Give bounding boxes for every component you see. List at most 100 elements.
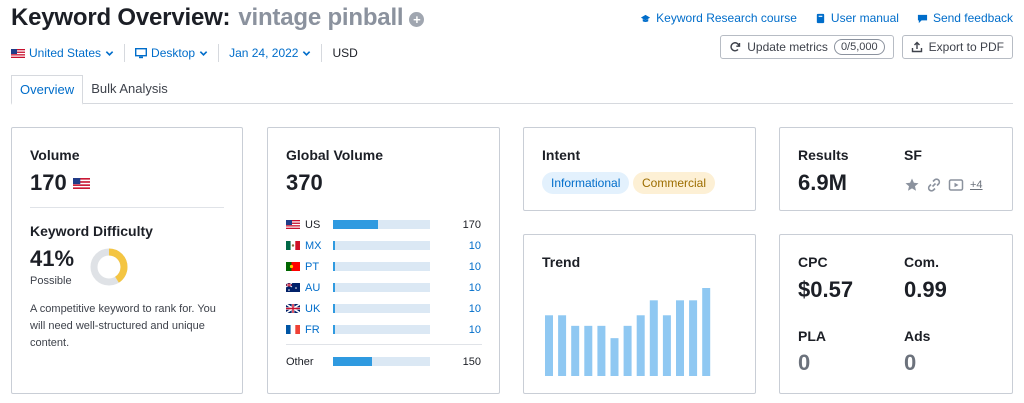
results-value: 6.9M xyxy=(798,170,847,195)
table-row[interactable]: UK 10 xyxy=(286,298,482,319)
ads-label: Ads xyxy=(904,328,931,344)
export-icon xyxy=(911,41,922,53)
keyword-research-course-link[interactable]: Keyword Research course xyxy=(640,11,797,25)
export-pdf-label: Export to PDF xyxy=(928,40,1004,54)
table-row[interactable]: PT 10 xyxy=(286,256,482,277)
volume-bar-fill xyxy=(333,357,372,366)
update-count-badge: 0/5,000 xyxy=(833,39,885,55)
fr-flag-icon xyxy=(286,325,300,334)
title-keyword: vintage pinball xyxy=(238,4,404,31)
update-metrics-button[interactable]: Update metrics 0/5,000 xyxy=(720,35,894,59)
country-code: US xyxy=(305,218,321,231)
table-row[interactable]: US 170 xyxy=(286,214,482,235)
trend-bar xyxy=(584,325,593,376)
action-buttons: Update metrics 0/5,000 Export to PDF xyxy=(720,35,1013,59)
country-volume: 10 xyxy=(468,281,481,294)
us-flag-icon xyxy=(286,220,300,229)
currency-label: USD xyxy=(332,46,358,60)
user-manual-link[interactable]: User manual xyxy=(815,11,899,25)
table-row[interactable]: FR 10 xyxy=(286,319,482,340)
volume-bar-fill xyxy=(333,241,335,250)
date-select[interactable]: Jan 24, 2022 xyxy=(229,44,323,62)
volume-label: Volume xyxy=(30,147,80,163)
link-icon[interactable] xyxy=(926,177,942,193)
trend-bar xyxy=(636,315,645,376)
trend-bar xyxy=(597,325,606,376)
other-volume: 150 xyxy=(462,355,481,368)
pla-label: PLA xyxy=(798,328,826,344)
divider xyxy=(30,207,224,208)
country-volume: 10 xyxy=(468,302,481,315)
country-volume: 10 xyxy=(468,260,481,273)
keyword-difficulty-description: A competitive keyword to rank for. You w… xyxy=(30,303,216,349)
trend-bar xyxy=(571,325,580,376)
pla-value: 0 xyxy=(798,350,811,375)
au-flag-icon xyxy=(286,283,300,292)
competition-label: Com. xyxy=(904,254,939,270)
trend-label: Trend xyxy=(542,254,581,270)
top-links: Keyword Research course User manual Send… xyxy=(640,11,1013,25)
star-icon[interactable] xyxy=(904,177,920,193)
keyword-research-course-label: Keyword Research course xyxy=(656,11,797,25)
volume-bar xyxy=(333,241,430,250)
serp-features: +4 xyxy=(904,177,983,193)
country-label: United States xyxy=(29,46,102,60)
export-pdf-button[interactable]: Export to PDF xyxy=(901,35,1013,59)
user-manual-label: User manual xyxy=(830,11,899,25)
cpc-value: $0.57 xyxy=(798,277,854,302)
volume-bar xyxy=(333,325,430,334)
trend-bar xyxy=(676,300,684,376)
table-row[interactable]: MX 10 xyxy=(286,235,482,256)
volume-bar xyxy=(333,220,430,229)
update-metrics-label: Update metrics xyxy=(747,40,828,54)
tab-bulk-analysis[interactable]: Bulk Analysis xyxy=(91,81,168,96)
cpc-card: CPC $0.57 Com. 0.99 PLA 0 Ads 0 xyxy=(779,234,1013,394)
difficulty-ring-icon xyxy=(90,248,128,286)
trend-bar xyxy=(545,315,553,376)
volume-value-row: 170 xyxy=(30,170,90,196)
trend-bar xyxy=(649,300,658,376)
trend-bar xyxy=(558,315,567,376)
global-volume-card: Global Volume 370 US 170 MX 10 PT 10 AU … xyxy=(267,127,500,394)
mx-flag-icon xyxy=(286,241,300,250)
cpc-label: CPC xyxy=(798,254,828,270)
graduation-cap-icon xyxy=(641,14,651,22)
country-select[interactable]: United States xyxy=(11,44,126,62)
volume-value: 170 xyxy=(30,170,67,195)
sf-more-link[interactable]: +4 xyxy=(970,179,983,191)
desktop-icon xyxy=(135,47,148,58)
volume-card: Volume 170 Keyword Difficulty 41% Possib… xyxy=(11,127,243,394)
country-code: FR xyxy=(305,323,320,336)
send-feedback-label: Send feedback xyxy=(932,11,1013,25)
plus-circle-icon[interactable]: + xyxy=(409,12,425,27)
volume-bar-fill xyxy=(333,262,335,271)
device-select[interactable]: Desktop xyxy=(135,44,220,62)
video-icon[interactable] xyxy=(948,177,964,193)
chevron-down-icon xyxy=(303,50,311,56)
country-code: PT xyxy=(305,260,320,273)
uk-flag-icon xyxy=(286,304,300,313)
trend-bar xyxy=(689,300,698,376)
trend-bar xyxy=(662,315,671,376)
tab-overview[interactable]: Overview xyxy=(11,75,84,105)
volume-bar xyxy=(333,304,430,313)
trend-bar xyxy=(610,338,619,376)
global-volume-label: Global Volume xyxy=(286,147,383,163)
intent-label: Intent xyxy=(542,147,581,163)
refresh-icon xyxy=(730,42,741,52)
table-row[interactable]: AU 10 xyxy=(286,277,482,298)
intent-tag-informational: Informational xyxy=(542,172,630,194)
global-volume-value: 370 xyxy=(286,170,323,195)
country-volume: 10 xyxy=(468,239,481,252)
country-breakdown: US 170 MX 10 PT 10 AU 10 UK 10 xyxy=(286,214,482,372)
results-label: Results xyxy=(798,147,849,163)
keyword-difficulty-level: Possible xyxy=(30,275,72,287)
trend-bar xyxy=(623,325,632,376)
us-flag-icon xyxy=(11,48,25,58)
chat-icon xyxy=(917,14,928,23)
send-feedback-link[interactable]: Send feedback xyxy=(917,11,1013,25)
country-volume: 170 xyxy=(462,218,481,231)
tab-bar: Overview Bulk Analysis xyxy=(11,75,1013,105)
us-flag-icon xyxy=(72,177,90,189)
ads-value: 0 xyxy=(904,350,917,375)
